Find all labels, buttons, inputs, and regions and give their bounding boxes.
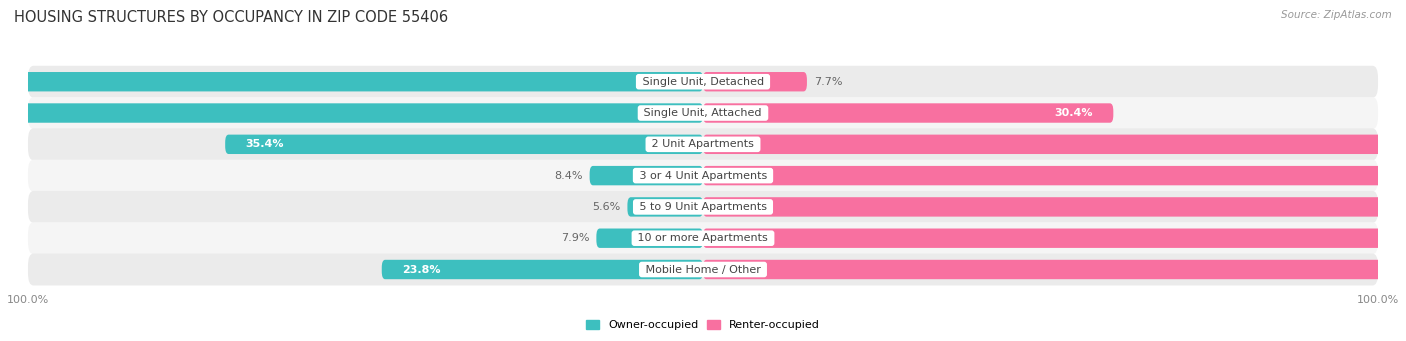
- Text: Single Unit, Detached: Single Unit, Detached: [638, 77, 768, 87]
- FancyBboxPatch shape: [28, 222, 1378, 254]
- FancyBboxPatch shape: [589, 166, 703, 185]
- FancyBboxPatch shape: [28, 66, 1378, 98]
- Text: 35.4%: 35.4%: [246, 139, 284, 149]
- Text: Mobile Home / Other: Mobile Home / Other: [641, 265, 765, 275]
- FancyBboxPatch shape: [225, 135, 703, 154]
- FancyBboxPatch shape: [0, 72, 703, 91]
- FancyBboxPatch shape: [703, 260, 1406, 279]
- Legend: Owner-occupied, Renter-occupied: Owner-occupied, Renter-occupied: [581, 315, 825, 335]
- Text: Single Unit, Attached: Single Unit, Attached: [641, 108, 765, 118]
- Text: 5.6%: 5.6%: [592, 202, 620, 212]
- FancyBboxPatch shape: [382, 260, 703, 279]
- FancyBboxPatch shape: [703, 166, 1406, 185]
- FancyBboxPatch shape: [28, 128, 1378, 160]
- Text: 23.8%: 23.8%: [402, 265, 440, 275]
- Text: 30.4%: 30.4%: [1054, 108, 1092, 118]
- FancyBboxPatch shape: [703, 228, 1406, 248]
- Text: 8.4%: 8.4%: [554, 170, 583, 181]
- Text: 7.9%: 7.9%: [561, 233, 589, 243]
- FancyBboxPatch shape: [28, 160, 1378, 192]
- FancyBboxPatch shape: [703, 72, 807, 91]
- Text: 10 or more Apartments: 10 or more Apartments: [634, 233, 772, 243]
- FancyBboxPatch shape: [596, 228, 703, 248]
- FancyBboxPatch shape: [0, 103, 703, 123]
- Text: 5 to 9 Unit Apartments: 5 to 9 Unit Apartments: [636, 202, 770, 212]
- Text: 7.7%: 7.7%: [814, 77, 842, 87]
- FancyBboxPatch shape: [28, 191, 1378, 223]
- Text: Source: ZipAtlas.com: Source: ZipAtlas.com: [1281, 10, 1392, 20]
- FancyBboxPatch shape: [28, 97, 1378, 129]
- FancyBboxPatch shape: [703, 135, 1406, 154]
- Text: 3 or 4 Unit Apartments: 3 or 4 Unit Apartments: [636, 170, 770, 181]
- FancyBboxPatch shape: [627, 197, 703, 217]
- Text: HOUSING STRUCTURES BY OCCUPANCY IN ZIP CODE 55406: HOUSING STRUCTURES BY OCCUPANCY IN ZIP C…: [14, 10, 449, 25]
- Text: 2 Unit Apartments: 2 Unit Apartments: [648, 139, 758, 149]
- FancyBboxPatch shape: [703, 197, 1406, 217]
- FancyBboxPatch shape: [28, 254, 1378, 285]
- FancyBboxPatch shape: [703, 103, 1114, 123]
